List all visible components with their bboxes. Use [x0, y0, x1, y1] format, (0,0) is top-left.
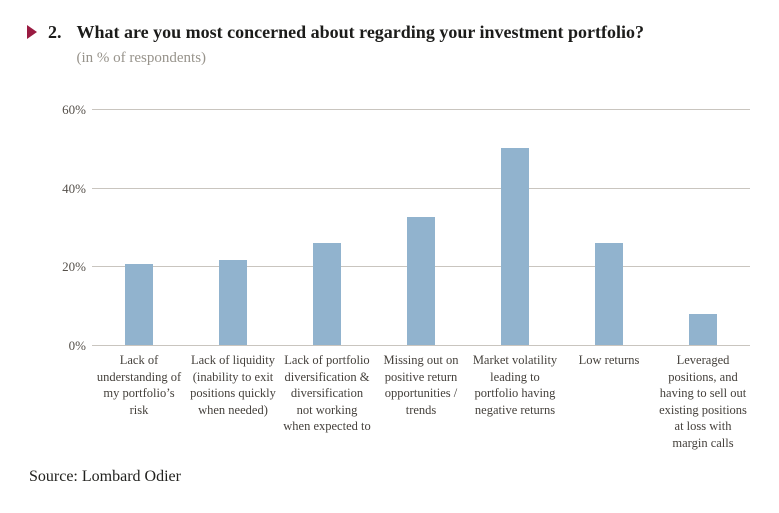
bar-6 — [595, 242, 623, 345]
figure-number: 2. — [48, 22, 62, 42]
y-tick-label-0%: 0% — [68, 338, 86, 353]
source-note: Source: Lombard Odier — [29, 468, 181, 485]
x-category-label-7: Leveraged positions, and having to sell ou… — [659, 353, 747, 450]
figure-subtitle: (in % of respondents) — [76, 50, 207, 66]
bar-5 — [501, 148, 529, 345]
bar-2 — [219, 260, 247, 345]
gridline-40% — [92, 187, 750, 189]
y-tick-label-40%: 40% — [62, 180, 86, 196]
x-category-label-4: Missing out on positive return opportuniti… — [383, 353, 459, 417]
x-category-label-5: Market volatility leading to portfolio hav… — [472, 353, 558, 417]
x-category-label-2: Lack of liquidity (inability to exit posit… — [190, 353, 276, 417]
figure-title: What are you most concerned about regard… — [76, 22, 644, 42]
x-category-label-1: Lack of understanding of my portfolio’s ris… — [96, 353, 182, 417]
gridline-60% — [92, 109, 750, 110]
bar-1 — [125, 264, 153, 345]
bar-chart-plot-area — [92, 109, 750, 346]
bar-7 — [689, 313, 717, 345]
x-category-label-3: Lack of portfolio diversification & divers… — [283, 353, 371, 433]
bar-4 — [407, 217, 435, 345]
x-category-label-6: Low returns — [578, 353, 640, 367]
section-marker-triangle-icon — [27, 25, 37, 39]
bar-3 — [313, 242, 341, 345]
gridline-0% — [92, 345, 750, 346]
y-tick-label-60%: 60% — [62, 102, 86, 117]
figure-header: 2. What are you most concerned about reg… — [27, 21, 644, 68]
y-tick-label-20%: 20% — [62, 259, 86, 275]
